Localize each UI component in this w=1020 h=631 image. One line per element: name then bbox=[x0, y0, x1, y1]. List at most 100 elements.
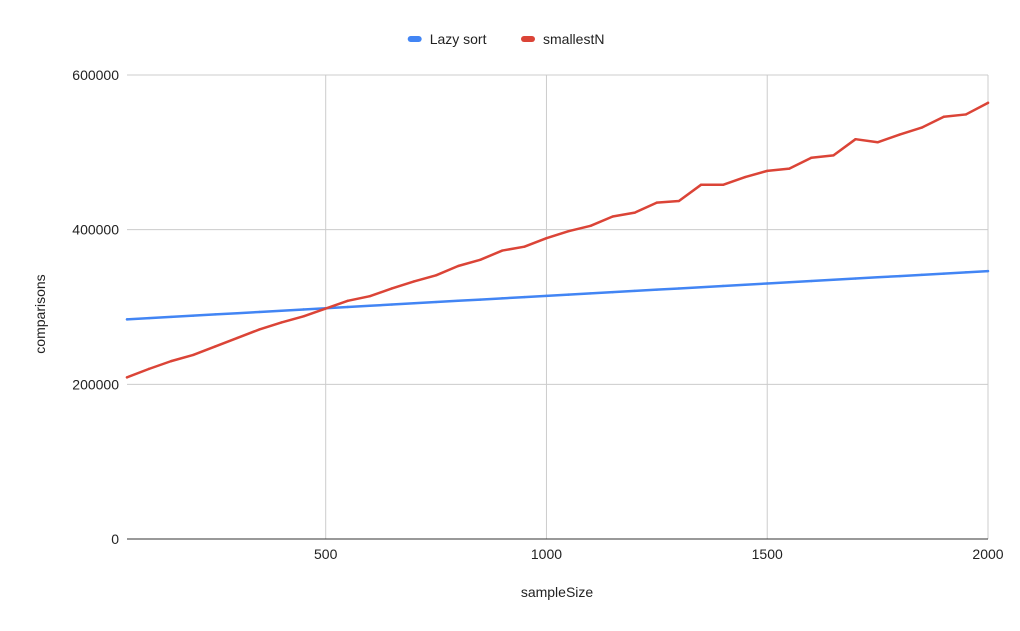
x-tick-label: 1000 bbox=[531, 546, 562, 562]
data-point-lazy-sort bbox=[589, 292, 592, 295]
data-point-lazy-sort bbox=[390, 303, 394, 306]
data-point-lazy-sort bbox=[898, 274, 901, 278]
data-point-lazy-sort bbox=[677, 287, 681, 290]
data-point-smallestn bbox=[280, 321, 283, 324]
data-point-lazy-sort bbox=[346, 305, 349, 309]
data-point-lazy-sort bbox=[479, 298, 482, 301]
data-point-lazy-sort bbox=[633, 289, 636, 293]
data-point-lazy-sort bbox=[258, 310, 261, 314]
data-point-lazy-sort bbox=[368, 304, 372, 307]
data-point-smallestn bbox=[545, 236, 548, 240]
data-point-smallestn bbox=[655, 201, 659, 204]
data-point-lazy-sort bbox=[920, 273, 923, 277]
data-point-smallestn bbox=[611, 215, 614, 218]
data-point-smallestn bbox=[854, 137, 857, 141]
data-point-lazy-sort bbox=[567, 293, 570, 296]
data-point-smallestn bbox=[324, 307, 327, 310]
data-point-smallestn bbox=[898, 133, 901, 136]
data-point-lazy-sort bbox=[986, 269, 990, 273]
x-tick-label: 1500 bbox=[752, 546, 783, 562]
data-point-smallestn bbox=[412, 280, 416, 283]
data-point-smallestn bbox=[258, 328, 261, 331]
data-point-lazy-sort bbox=[236, 311, 239, 315]
data-point-smallestn bbox=[699, 183, 703, 187]
series-line-smallestn bbox=[125, 101, 990, 379]
data-point-smallestn bbox=[236, 336, 239, 340]
data-point-lazy-sort bbox=[545, 294, 548, 298]
data-point-lazy-sort bbox=[655, 288, 659, 291]
data-point-smallestn bbox=[346, 299, 349, 303]
data-point-lazy-sort bbox=[611, 290, 614, 294]
series-lines bbox=[125, 101, 990, 379]
y-tick-label: 0 bbox=[111, 531, 119, 547]
axes: sampleSize comparisons 0 200000 400000 6000… bbox=[32, 67, 1004, 600]
x-tick-label: 500 bbox=[314, 546, 338, 562]
data-point-smallestn bbox=[942, 115, 946, 118]
data-point-lazy-sort bbox=[214, 313, 217, 316]
data-point-smallestn bbox=[169, 359, 173, 363]
data-point-smallestn bbox=[456, 264, 460, 268]
data-point-lazy-sort bbox=[810, 279, 813, 283]
legend-swatch bbox=[407, 36, 422, 42]
data-point-smallestn bbox=[920, 126, 923, 129]
data-point-smallestn bbox=[766, 169, 769, 173]
data-point-lazy-sort bbox=[412, 302, 416, 305]
series-line-lazy-sort bbox=[125, 269, 990, 321]
y-axis-title: comparisons bbox=[32, 274, 48, 353]
data-point-smallestn bbox=[788, 167, 791, 170]
y-tick-label: 200000 bbox=[72, 376, 119, 392]
data-point-smallestn bbox=[214, 345, 217, 348]
data-point-lazy-sort bbox=[699, 286, 703, 289]
data-point-smallestn bbox=[302, 315, 305, 318]
data-point-lazy-sort bbox=[942, 272, 946, 275]
data-point-smallestn bbox=[479, 258, 482, 262]
data-point-lazy-sort bbox=[964, 271, 968, 274]
data-point-smallestn bbox=[986, 101, 990, 105]
y-tick-label: 400000 bbox=[72, 222, 119, 238]
data-point-smallestn bbox=[368, 294, 372, 298]
data-point-lazy-sort bbox=[766, 282, 769, 285]
data-point-lazy-sort bbox=[456, 299, 460, 303]
data-point-smallestn bbox=[876, 141, 879, 144]
gridlines bbox=[127, 74, 989, 539]
data-point-lazy-sort bbox=[280, 309, 283, 312]
data-point-smallestn bbox=[523, 245, 526, 248]
data-point-lazy-sort bbox=[147, 316, 151, 320]
data-point-smallestn bbox=[567, 230, 570, 233]
data-point-smallestn bbox=[721, 183, 725, 187]
data-point-lazy-sort bbox=[302, 308, 305, 311]
legend-label: Lazy sort bbox=[430, 31, 487, 47]
data-point-lazy-sort bbox=[854, 277, 857, 280]
data-point-lazy-sort bbox=[192, 314, 195, 317]
data-point-smallestn bbox=[589, 224, 592, 227]
y-tick-label: 600000 bbox=[72, 67, 119, 83]
data-point-lazy-sort bbox=[125, 318, 129, 321]
data-point-lazy-sort bbox=[501, 297, 504, 300]
data-point-lazy-sort bbox=[523, 295, 526, 299]
data-point-lazy-sort bbox=[169, 315, 173, 319]
legend: Lazy sort smallestN bbox=[407, 31, 604, 47]
data-point-smallestn bbox=[147, 367, 151, 371]
data-point-lazy-sort bbox=[788, 281, 791, 284]
data-point-smallestn bbox=[390, 287, 394, 290]
x-tick-label: 2000 bbox=[972, 546, 1003, 562]
data-point-smallestn bbox=[964, 113, 968, 116]
data-point-smallestn bbox=[501, 249, 504, 252]
data-point-smallestn bbox=[832, 154, 835, 157]
legend-label: smallestN bbox=[543, 31, 604, 47]
data-point-smallestn bbox=[633, 211, 636, 214]
data-point-smallestn bbox=[677, 199, 681, 203]
data-point-smallestn bbox=[743, 175, 747, 179]
data-point-lazy-sort bbox=[876, 276, 879, 279]
data-point-smallestn bbox=[434, 274, 438, 277]
data-point-smallestn bbox=[192, 353, 195, 357]
data-point-lazy-sort bbox=[743, 283, 747, 286]
x-axis-title: sampleSize bbox=[521, 584, 594, 600]
data-point-lazy-sort bbox=[721, 284, 725, 288]
data-point-lazy-sort bbox=[832, 278, 835, 281]
legend-swatch bbox=[521, 36, 535, 42]
data-point-smallestn bbox=[810, 156, 813, 159]
data-point-smallestn bbox=[125, 376, 129, 379]
